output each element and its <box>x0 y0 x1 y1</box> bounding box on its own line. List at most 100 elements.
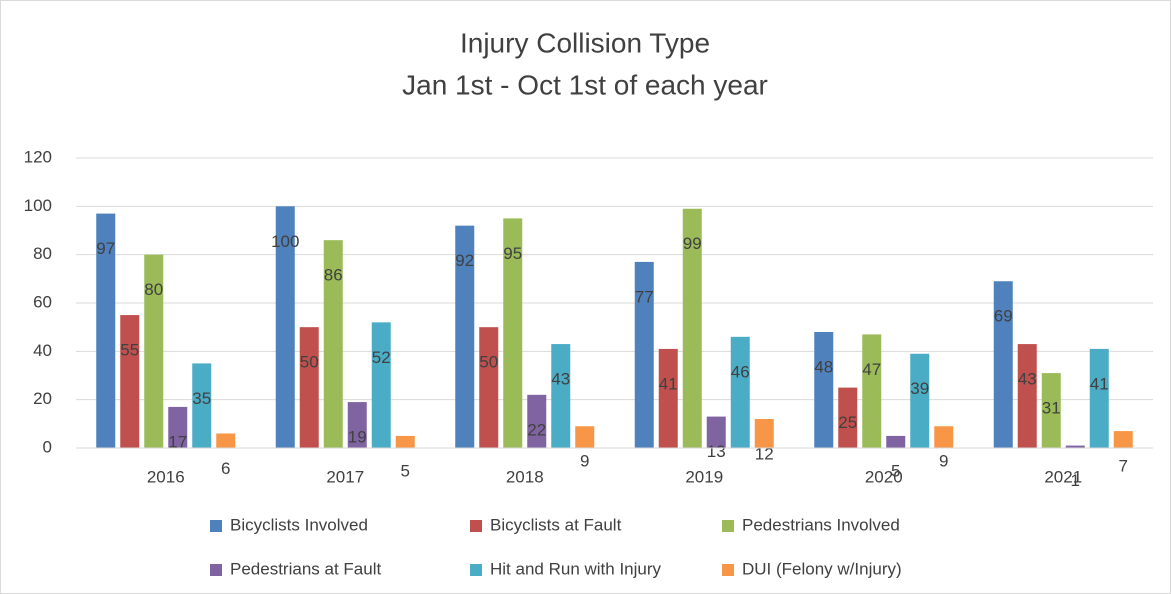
data-label: 80 <box>144 280 163 299</box>
data-label: 77 <box>635 287 654 306</box>
bar <box>1065 445 1085 448</box>
data-label: 47 <box>862 360 881 379</box>
data-label: 9 <box>939 452 948 471</box>
x-tick-label: 2016 <box>147 467 185 486</box>
y-tick-label: 100 <box>24 196 52 215</box>
y-tick-label: 0 <box>43 437 52 456</box>
x-tick-label: 2019 <box>685 467 723 486</box>
bar <box>168 406 188 448</box>
x-tick-label: 2021 <box>1044 467 1082 486</box>
bar <box>479 327 499 448</box>
chart-title: Injury Collision Type <box>460 27 710 58</box>
y-tick-label: 80 <box>33 244 52 263</box>
bar <box>395 435 415 448</box>
data-label: 5 <box>401 461 410 480</box>
legend-swatch <box>722 564 734 576</box>
y-tick-label: 60 <box>33 292 52 311</box>
bar <box>634 261 654 448</box>
legend-swatch <box>210 564 222 576</box>
legend-label: Bicyclists at Fault <box>490 515 622 534</box>
y-tick-label: 120 <box>24 147 52 166</box>
bar <box>323 240 343 448</box>
data-label: 46 <box>731 362 750 381</box>
chart-subtitle: Jan 1st - Oct 1st of each year <box>402 69 768 100</box>
bar <box>886 435 906 448</box>
data-label: 9 <box>580 452 589 471</box>
bar <box>658 348 678 448</box>
x-tick-label: 2017 <box>326 467 364 486</box>
data-label: 5 <box>891 461 900 480</box>
bar <box>910 353 930 448</box>
data-label: 6 <box>221 459 230 478</box>
y-tick-label: 20 <box>33 389 52 408</box>
bar <box>730 336 750 448</box>
bar <box>838 387 858 448</box>
legend-label: Pedestrians at Fault <box>230 559 381 578</box>
data-label: 86 <box>324 266 343 285</box>
data-label: 17 <box>168 432 187 451</box>
data-label: 92 <box>455 251 474 270</box>
data-label: 50 <box>479 353 498 372</box>
legend-swatch <box>210 520 222 532</box>
data-label: 7 <box>1119 457 1128 476</box>
data-label: 22 <box>527 420 546 439</box>
y-tick-label: 40 <box>33 341 52 360</box>
bar <box>503 218 523 448</box>
bar <box>682 208 702 448</box>
data-label: 97 <box>96 239 115 258</box>
bar <box>814 332 834 448</box>
data-label: 41 <box>1090 374 1109 393</box>
bar <box>275 206 295 448</box>
data-label: 55 <box>120 341 139 360</box>
bar <box>551 344 571 448</box>
bar <box>347 402 367 448</box>
bar <box>216 433 236 448</box>
data-label: 52 <box>372 348 391 367</box>
legend-label: Hit and Run with Injury <box>490 559 662 578</box>
bar <box>575 426 595 448</box>
bar <box>144 254 164 448</box>
data-label: 95 <box>503 244 522 263</box>
legend-swatch <box>470 564 482 576</box>
data-label: 19 <box>348 428 367 447</box>
data-label: 69 <box>994 307 1013 326</box>
bar <box>527 394 547 448</box>
bar <box>192 363 212 448</box>
bar <box>1089 348 1109 448</box>
data-label: 39 <box>910 379 929 398</box>
legend-swatch <box>722 520 734 532</box>
bar <box>455 225 475 448</box>
bar <box>706 416 726 448</box>
bar <box>120 315 140 448</box>
data-label: 43 <box>1018 370 1037 389</box>
bar <box>1041 373 1061 448</box>
data-label: 13 <box>707 442 726 461</box>
data-label: 35 <box>192 389 211 408</box>
x-tick-label: 2020 <box>865 467 903 486</box>
data-label: 31 <box>1042 399 1061 418</box>
bar <box>96 213 116 448</box>
x-tick-label: 2018 <box>506 467 544 486</box>
data-label: 48 <box>814 357 833 376</box>
data-label: 43 <box>551 370 570 389</box>
bar <box>993 281 1013 448</box>
bar <box>1113 431 1133 448</box>
bar <box>371 322 391 448</box>
bar <box>754 419 774 448</box>
data-label: 99 <box>683 234 702 253</box>
bar <box>299 327 319 448</box>
data-label: 50 <box>300 353 319 372</box>
data-label: 25 <box>838 413 857 432</box>
legend-label: Bicyclists Involved <box>230 515 368 534</box>
bar <box>862 334 882 448</box>
data-label: 41 <box>659 374 678 393</box>
legend-swatch <box>470 520 482 532</box>
data-label: 100 <box>271 232 299 251</box>
legend-label: DUI (Felony w/Injury) <box>742 559 902 578</box>
bar <box>1017 344 1037 448</box>
data-label: 12 <box>755 444 774 463</box>
data-label: 1 <box>1071 471 1080 490</box>
bar <box>934 426 954 448</box>
